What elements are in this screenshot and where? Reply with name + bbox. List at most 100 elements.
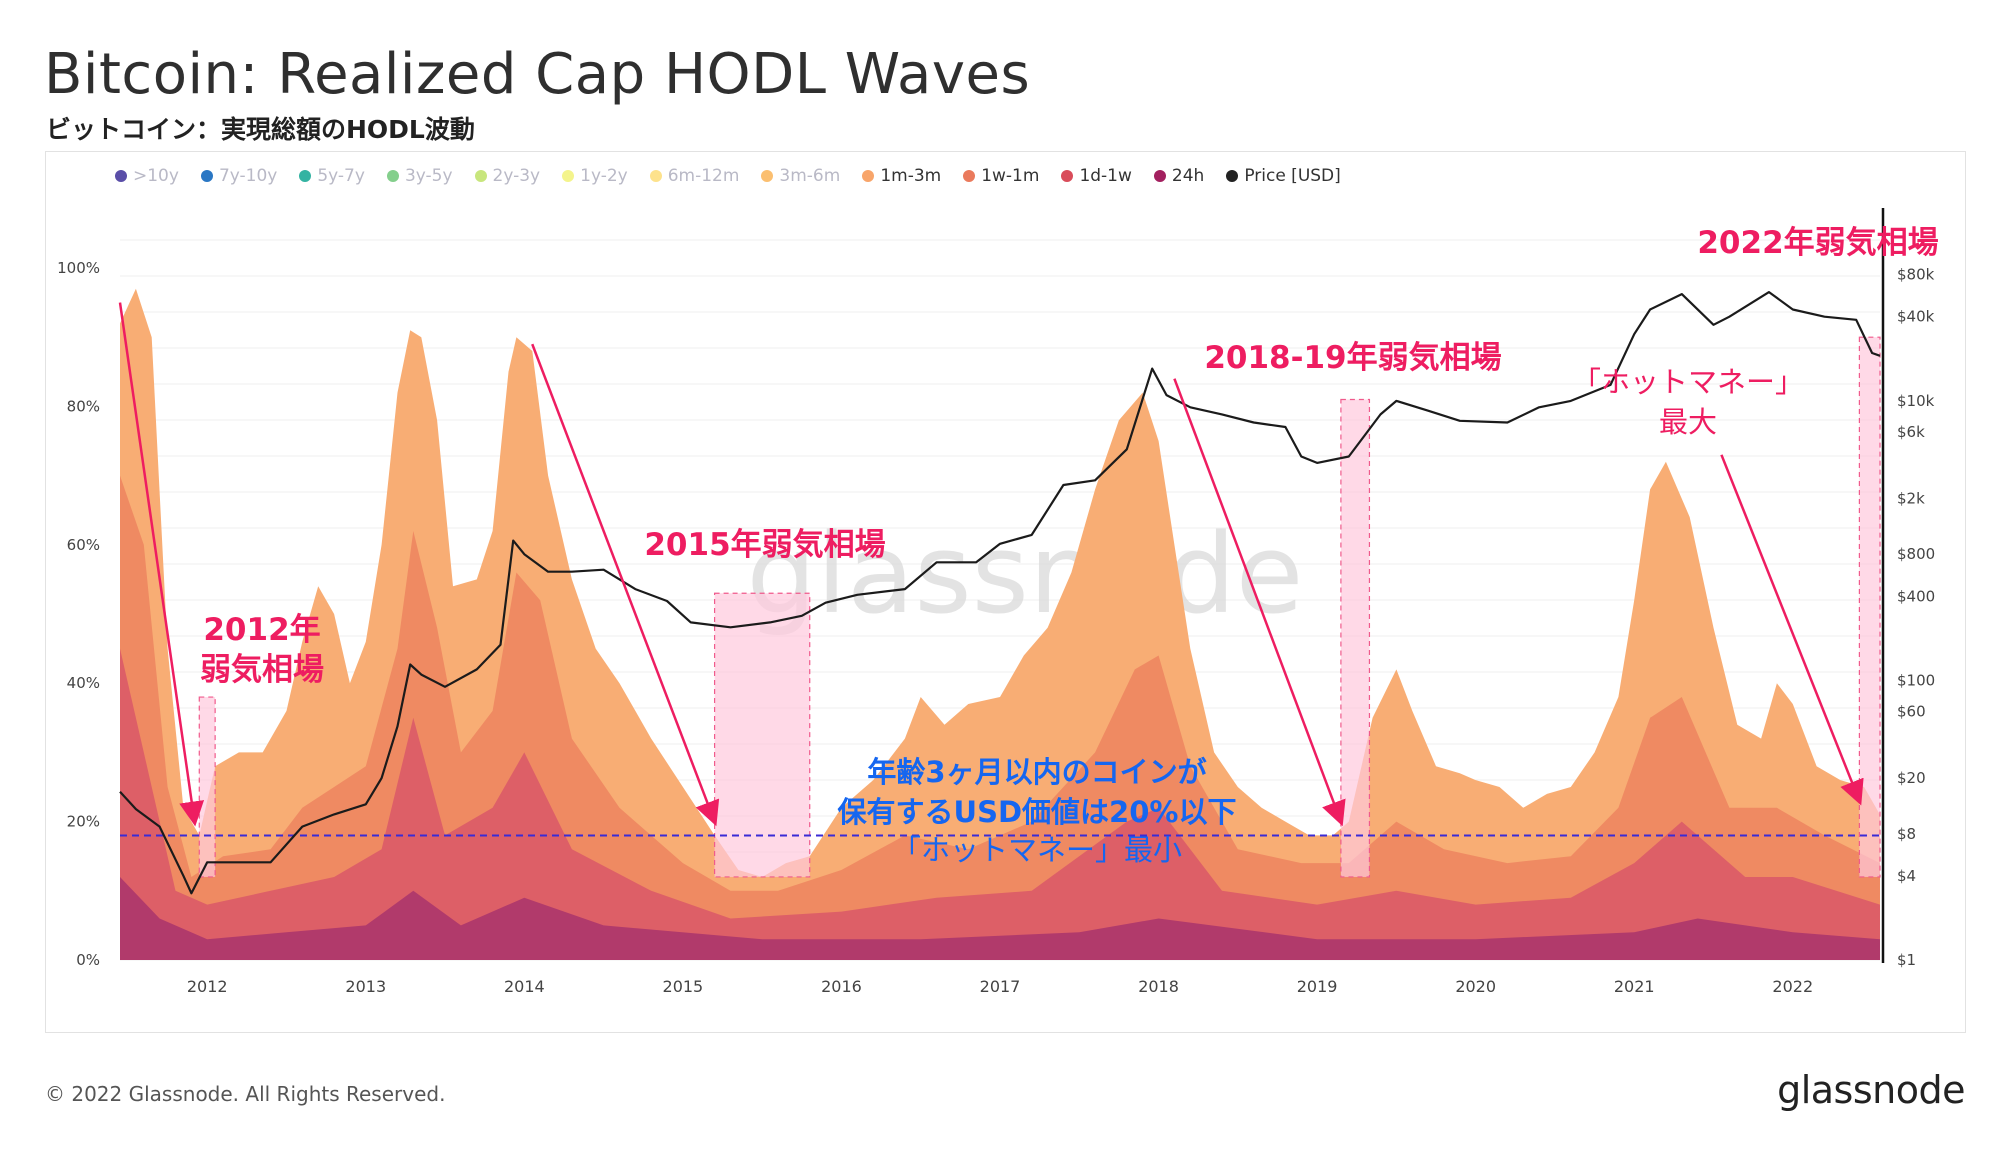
hot-money-min-line3: 「ホットマネー」最小 <box>892 833 1182 867</box>
x-tick-label: 2012 <box>187 977 228 996</box>
legend-item[interactable]: 24h <box>1153 166 1205 186</box>
y-left-tick-label: 100% <box>57 259 100 277</box>
legend-label: 24h <box>1171 166 1205 186</box>
legend-dot-icon <box>299 170 312 182</box>
trend-arrow <box>1173 378 1346 827</box>
legend-dot-icon <box>862 170 875 182</box>
y-left-tick-label: 60% <box>67 536 100 554</box>
legend-item[interactable]: 5y-7y <box>299 166 365 186</box>
y-left-tick-label: 40% <box>67 674 100 692</box>
legend-item[interactable]: Price [USD] <box>1226 166 1341 186</box>
legend-dot-icon <box>474 170 487 182</box>
bear-market-boxes <box>198 336 1881 878</box>
chart-legend: >10y 7y-10y 5y-7y 3y-5y 2y-3y 1y-2y 6m-12m 3m-6… <box>115 166 1363 186</box>
glassnode-logo[interactable]: glassnode <box>1777 1068 1965 1112</box>
legend-dot-icon <box>649 170 662 182</box>
left-axis-labels: 0% 20% 40% 60% 80% 100% <box>57 259 100 969</box>
legend-dot-icon <box>1226 170 1239 182</box>
legend-item[interactable]: 7y-10y <box>200 166 278 186</box>
legend-item[interactable]: 3m-6m <box>761 166 840 186</box>
y-right-tick-label: $60 <box>1897 702 1926 720</box>
legend-item[interactable]: 1y-2y <box>562 166 628 186</box>
y-left-tick-label: 20% <box>67 813 100 831</box>
annotation-2012-line1: 2012年 <box>203 612 320 648</box>
trend-arrow <box>1720 454 1864 806</box>
annotation-2018: 2018-19年弱気相場 <box>1204 340 1501 376</box>
hot-money-min-line2: 保有するUSD価値は20%以下 <box>837 795 1237 829</box>
x-tick-label: 2016 <box>821 977 862 996</box>
legend-label: 1y-2y <box>580 166 628 186</box>
bear-market-box <box>1858 336 1881 878</box>
legend-label: 5y-7y <box>317 166 365 186</box>
bear-market-box <box>713 592 811 878</box>
legend-dot-icon <box>200 170 213 182</box>
legend-dot-icon <box>115 170 127 182</box>
x-tick-label: 2020 <box>1455 977 1496 996</box>
x-tick-label: 2014 <box>504 977 545 996</box>
y-right-tick-label: $6k <box>1897 423 1925 441</box>
area-1d-1w <box>120 648 1880 960</box>
y-right-tick-label: $80k <box>1897 266 1935 284</box>
page-subtitle: ビットコイン：実現総額のHODL波動 <box>46 115 475 144</box>
legend-dot-icon <box>761 170 774 182</box>
area-24h <box>120 877 1880 960</box>
legend-dot-icon <box>963 170 976 182</box>
y-right-tick-label: $2k <box>1897 490 1925 508</box>
y-right-tick-label: $10k <box>1897 392 1935 410</box>
legend-item[interactable]: 6m-12m <box>649 166 740 186</box>
legend-item[interactable]: 1w-1m <box>963 166 1039 186</box>
page-title: Bitcoin: Realized Cap HODL Waves <box>44 42 1031 107</box>
trend-arrow <box>531 343 720 827</box>
y-right-tick-label: $800 <box>1897 545 1935 563</box>
legend-item[interactable]: 3y-5y <box>386 166 453 186</box>
annotation-2015: 2015年弱気相場 <box>644 527 885 563</box>
annotation-2012-line2: 弱気相場 <box>200 652 324 688</box>
legend-item[interactable]: 1d-1w <box>1061 166 1132 186</box>
legend-label: 3m-6m <box>779 166 841 186</box>
x-tick-label: 2017 <box>980 977 1021 996</box>
legend-item[interactable]: 1m-3m <box>862 166 941 186</box>
x-tick-label: 2022 <box>1772 977 1813 996</box>
x-tick-label: 2018 <box>1138 977 1179 996</box>
legend-dot-icon <box>562 170 575 182</box>
right-axis-labels: $1 $4 $8 $20 $60 $100 $400 $800 $2k $6k $10k $40k $8… <box>1897 266 1935 969</box>
y-right-tick-label: $8 <box>1897 825 1916 843</box>
bear-market-box <box>198 696 216 878</box>
y-right-tick-label: $4 <box>1897 867 1916 885</box>
y-right-tick-label: $400 <box>1897 587 1935 605</box>
hot-money-max-line2: 最大 <box>1659 405 1717 439</box>
bear-market-box <box>1340 398 1371 878</box>
price-line <box>119 291 1881 895</box>
y-right-tick-label: $1 <box>1897 951 1916 969</box>
x-tick-label: 2013 <box>345 977 386 996</box>
x-axis-labels: 2012 2013 2014 2015 2016 2017 2018 2019 2020 2021… <box>187 977 1813 996</box>
y-left-tick-label: 80% <box>67 397 100 415</box>
legend-item[interactable]: 2y-3y <box>474 166 540 186</box>
x-tick-label: 2021 <box>1614 977 1655 996</box>
y-left-tick-label: 0% <box>76 951 100 969</box>
legend-dot-icon <box>1153 170 1166 182</box>
legend-label: 1d-1w <box>1079 166 1132 186</box>
hot-money-min-line1: 年齢3ヶ月以内のコインが <box>867 755 1206 789</box>
y-right-tick-label: $40k <box>1897 308 1935 326</box>
area-series <box>120 288 1880 960</box>
y-right-tick-label: $100 <box>1897 671 1935 689</box>
legend-label: >10y <box>133 166 179 186</box>
legend-label: 3y-5y <box>404 166 453 186</box>
legend-label: 6m-12m <box>667 166 740 186</box>
legend-label: Price [USD] <box>1244 166 1341 186</box>
chart-panel <box>45 151 1966 1033</box>
annotation-2022: 2022年弱気相場 <box>1697 225 1938 261</box>
watermark-text: glassnode <box>747 510 1304 638</box>
trend-arrow <box>118 302 205 827</box>
legend-label: 1w-1m <box>981 166 1040 186</box>
trend-arrows <box>118 302 1864 827</box>
hot-money-max-line1: 「ホットマネー」 <box>1572 365 1804 399</box>
legend-label: 7y-10y <box>218 166 278 186</box>
x-tick-label: 2019 <box>1297 977 1338 996</box>
legend-dot-icon <box>1061 170 1074 182</box>
copyright-footer: © 2022 Glassnode. All Rights Reserved. <box>45 1082 446 1106</box>
legend-item[interactable]: >10y <box>115 166 179 186</box>
legend-dot-icon <box>386 170 399 182</box>
